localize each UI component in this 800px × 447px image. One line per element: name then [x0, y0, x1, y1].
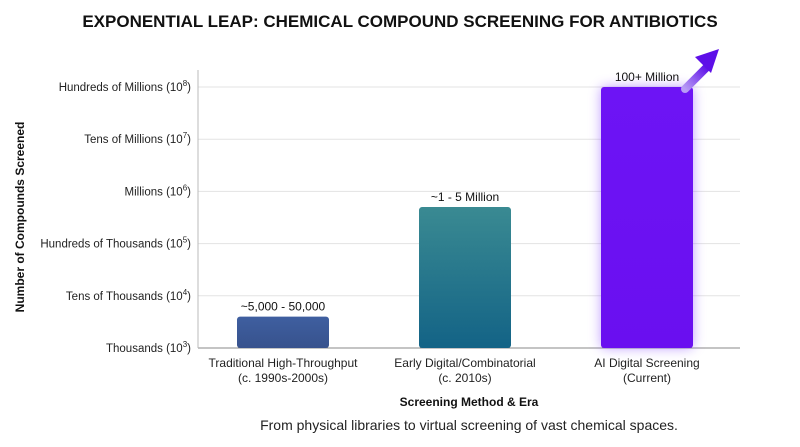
x-category-sublabel: (c. 1990s-2000s): [238, 371, 328, 385]
growth-arrow-icon: [681, 49, 719, 93]
y-tick-label: Tens of Millions (107): [84, 131, 191, 146]
x-category-sublabel: (c. 2010s): [438, 371, 491, 385]
y-tick-close: ): [187, 82, 191, 94]
y-tick-label: Millions (106): [125, 183, 192, 198]
y-tick-close: ): [187, 186, 191, 198]
bar: [419, 207, 511, 348]
data-label: ~1 - 5 Million: [431, 190, 499, 204]
y-tick-text: Thousands (10: [106, 343, 183, 355]
bar: [601, 87, 693, 348]
x-axis-title: Screening Method & Era: [400, 395, 539, 409]
y-tick-close: ): [187, 134, 191, 146]
data-label: 100+ Million: [615, 70, 679, 84]
y-tick-text: Hundreds of Millions (10: [59, 82, 183, 94]
bar: [237, 316, 329, 348]
chart-title: EXPONENTIAL LEAP: CHEMICAL COMPOUND SCRE…: [82, 12, 717, 31]
x-axis-categories: Traditional High-Throughput(c. 1990s-200…: [209, 356, 700, 385]
data-label: ~5,000 - 50,000: [241, 300, 326, 314]
x-category-sublabel: (Current): [623, 371, 671, 385]
y-tick-text: Tens of Thousands (10: [66, 291, 183, 303]
y-tick-close: ): [187, 291, 191, 303]
chart-subtitle: From physical libraries to virtual scree…: [260, 417, 678, 433]
x-category-label: Early Digital/Combinatorial: [394, 356, 535, 370]
y-axis-ticks: Thousands (103)Tens of Thousands (104)Hu…: [40, 79, 191, 355]
y-tick-exponent: 8: [183, 79, 188, 88]
y-tick-label: Hundreds of Thousands (105): [40, 236, 191, 251]
y-tick-exponent: 3: [183, 340, 188, 349]
x-category-label: AI Digital Screening: [594, 356, 699, 370]
y-tick-exponent: 4: [183, 288, 188, 297]
bars: ~5,000 - 50,000 ~1 - 5 Million 100+ Millio…: [237, 49, 719, 348]
y-tick-text: Millions (10: [125, 186, 183, 198]
y-axis-title: Number of Compounds Screened: [13, 122, 27, 313]
x-category-label: Traditional High-Throughput: [209, 356, 359, 370]
y-tick-label: Tens of Thousands (104): [66, 288, 191, 303]
y-tick-exponent: 5: [183, 236, 188, 245]
y-tick-exponent: 6: [183, 183, 188, 192]
y-tick-text: Tens of Millions (10: [84, 134, 182, 146]
y-tick-label: Thousands (103): [106, 340, 191, 355]
y-tick-close: ): [187, 343, 191, 355]
y-tick-exponent: 7: [183, 131, 188, 140]
y-tick-label: Hundreds of Millions (108): [59, 79, 191, 94]
y-tick-text: Hundreds of Thousands (10: [40, 239, 182, 251]
y-tick-close: ): [187, 239, 191, 251]
